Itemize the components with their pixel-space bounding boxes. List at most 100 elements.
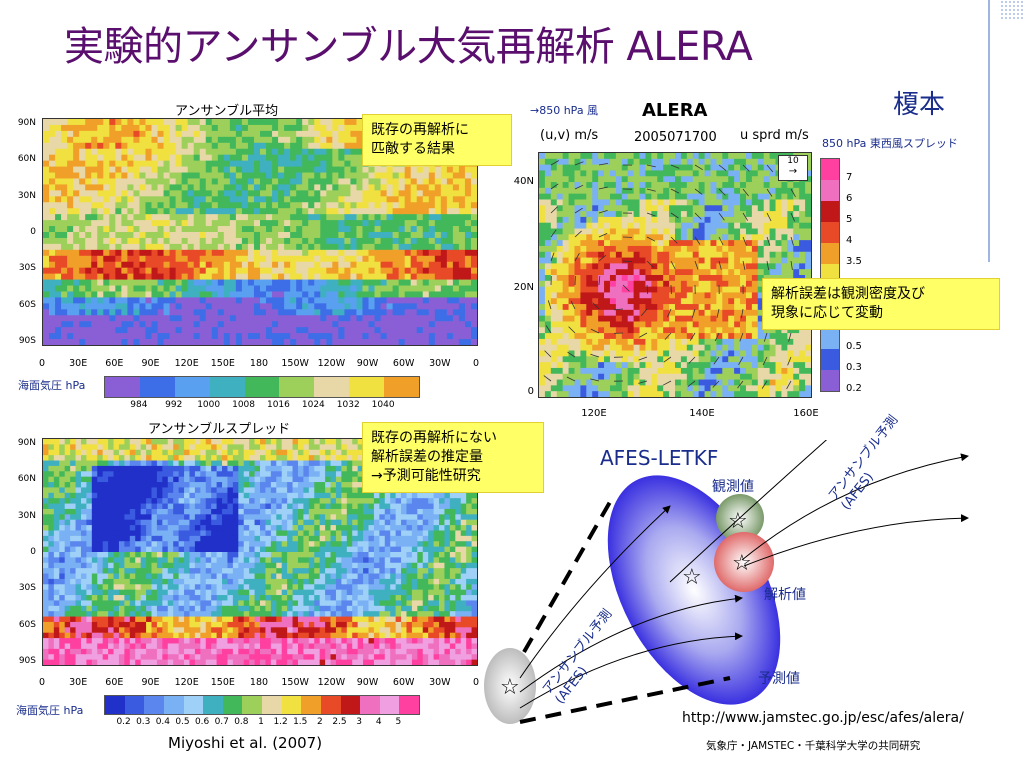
map3-colorbar (820, 158, 840, 392)
forecast-arrow-2 (519, 594, 743, 693)
lon-tick: 0 (472, 358, 480, 369)
colorbar-tick: 984 (130, 400, 148, 410)
letkf-diagram: ☆ ☆ ☆ ☆ (484, 440, 969, 724)
map1-colorbar (104, 376, 420, 398)
map2-title: アンサンブルスプレッド (148, 422, 291, 437)
colorbar-cell (281, 696, 303, 714)
colorbar-cell (242, 696, 263, 714)
colorbar-cell (821, 369, 839, 392)
colorbar-tick: 0.5 (175, 717, 190, 727)
ensemble-arrow-3 (743, 514, 969, 567)
star-observation: ☆ (728, 509, 748, 534)
analysis-label: 解析値 (764, 587, 806, 603)
lat-tick: 0 (527, 386, 534, 397)
colorbar-tick: 0.2 (846, 383, 862, 394)
lon-tick: 180 (249, 358, 269, 369)
lon-tick: 0 (38, 358, 46, 369)
lon-tick: 140E (689, 408, 715, 419)
forecast-arrow-1 (519, 505, 671, 679)
colorbar-cell (203, 696, 224, 714)
lon-tick: 30W (429, 677, 451, 688)
colorbar-tick: 3 (356, 717, 362, 727)
colorbar-tick: 0.8 (234, 717, 249, 727)
map3-heatmap (538, 152, 812, 398)
colorbar-tick: 2 (317, 717, 323, 727)
colorbar-tick: 3.5 (846, 256, 862, 268)
corner-decoration (1000, 0, 1024, 20)
lon-tick: 150W (281, 358, 309, 369)
colorbar-cell (821, 327, 839, 350)
lon-tick: 30W (429, 358, 451, 369)
colorbar-cell (222, 696, 244, 714)
colorbar-tick: 1.5 (293, 717, 308, 727)
map1-title: アンサンブル平均 (175, 104, 279, 119)
colorbar-tick: 0.4 (155, 717, 171, 727)
map1-legend-title: 海面気圧 hPa (18, 379, 86, 392)
lon-tick: 150E (210, 677, 235, 688)
note-comparable: 既存の再解析に 匹敵する結果 (362, 114, 512, 166)
lat-tick: 40N (513, 176, 534, 187)
decor-line (988, 0, 990, 262)
colorbar-cell (139, 377, 176, 397)
colorbar-tick: 1 (258, 717, 264, 727)
colorbar-cell (183, 696, 205, 714)
lat-tick: 0 (30, 227, 36, 237)
colorbar-tick: 1.2 (273, 717, 288, 727)
colorbar-tick: 7 (846, 172, 853, 184)
colorbar-cell (320, 696, 342, 714)
lon-tick: 120W (317, 358, 346, 369)
lat-tick: 30S (18, 583, 36, 594)
colorbar-cell (163, 696, 185, 714)
lat-tick: 30N (17, 190, 36, 201)
lon-tick: 180 (249, 677, 269, 688)
lat-tick: 90N (17, 438, 36, 448)
lon-tick: 0 (472, 677, 480, 688)
lon-tick: 150E (210, 358, 235, 369)
date-label: 2005071700 (634, 130, 717, 145)
lon-tick: 0 (38, 677, 46, 688)
colorbar-tick: 0.6 (194, 717, 210, 727)
units-label: (u,v) m/s (540, 128, 599, 143)
colorbar-cell (399, 696, 420, 714)
colorbar-cell (821, 222, 839, 245)
colorbar-cell (174, 377, 211, 397)
colorbar-tick: 1016 (266, 400, 290, 410)
lat-tick: 20N (513, 282, 534, 293)
page-title: 実験的アンサンブル大気再解析 ALERA (64, 24, 753, 70)
lat-tick: 90S (18, 656, 36, 666)
spread-side-label: 850 hPa 東西風スプレッド (822, 137, 958, 150)
lat-tick: 90N (17, 118, 36, 128)
star-mean: ☆ (682, 565, 702, 590)
colorbar-tick: 1032 (336, 400, 360, 410)
vector-reference-value: 10 (787, 156, 799, 166)
ensemble-arrow-1 (669, 440, 828, 583)
colorbar-cell (124, 696, 146, 714)
alera-label: ALERA (642, 100, 708, 121)
colorbar-cell (301, 696, 322, 714)
note-error-estimate: 既存の再解析にない 解析誤差の推定量 →予測可能性研究 (362, 422, 544, 493)
colorbar-tick: 0.3 (846, 361, 862, 373)
initial-ensemble-ellipse (484, 648, 536, 724)
lat-tick: 0 (30, 547, 36, 557)
colorbar-cell (262, 696, 283, 714)
dashed-line-top (522, 501, 612, 653)
lat-tick: 60S (18, 619, 36, 630)
colorbar-cell (144, 696, 165, 714)
wind-label: →850 hPa 風 (530, 104, 599, 117)
colorbar-cell (279, 377, 316, 397)
map2-colorbar (104, 695, 420, 715)
colorbar-tick: 4 (846, 235, 853, 247)
colorbar-cell (821, 348, 839, 371)
colorbar-tick: 0.2 (116, 717, 131, 727)
colorbar-tick: 0.5 (846, 340, 862, 352)
colorbar-tick: 1024 (301, 400, 325, 410)
lat-tick: 60N (17, 154, 36, 165)
forecast-label: 予測値 (758, 671, 800, 687)
url-link[interactable]: http://www.jamstec.go.jp/esc/afes/alera/ (682, 710, 964, 726)
lon-tick: 60E (105, 677, 124, 688)
lat-tick: 60N (17, 474, 36, 485)
colorbar-cell (379, 696, 401, 714)
star-analysis: ☆ (732, 551, 752, 576)
lat-tick: 90S (18, 336, 36, 346)
colorbar-cell (209, 377, 246, 397)
